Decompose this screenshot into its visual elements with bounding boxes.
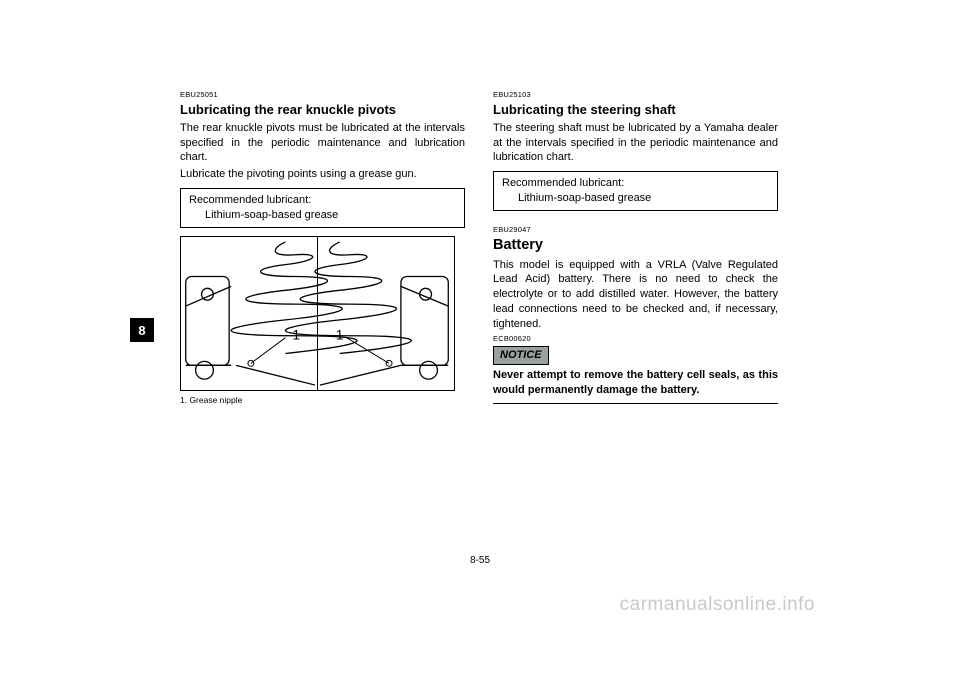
manual-page: EBU25051 Lubricating the rear knuckle pi… [0, 0, 960, 678]
box-value: Lithium-soap-based grease [502, 191, 769, 206]
figure-svg: 1 1 [181, 237, 454, 390]
grease-nipple-figure: 1 1 [180, 236, 455, 391]
lubricant-box: Recommended lubricant: Lithium-soap-base… [493, 171, 778, 211]
watermark: carmanualsonline.info [620, 594, 815, 616]
lubricant-box: Recommended lubricant: Lithium-soap-base… [180, 188, 465, 228]
reference-code: EBU25051 [180, 90, 465, 100]
notice-text: Never attempt to remove the battery cell… [493, 368, 778, 398]
page-number: 8-55 [0, 555, 960, 566]
box-title: Recommended lubricant: [189, 193, 456, 208]
right-column: EBU25103 Lubricating the steering shaft … [493, 90, 778, 406]
section-heading: Lubricating the rear knuckle pivots [180, 101, 465, 119]
figure-caption: 1. Grease nipple [180, 395, 465, 406]
body-text: Lubricate the pivoting points using a gr… [180, 167, 465, 182]
notice-label: NOTICE [493, 346, 549, 365]
section-heading: Lubricating the steering shaft [493, 101, 778, 119]
box-title: Recommended lubricant: [502, 176, 769, 191]
chapter-tab: 8 [130, 318, 154, 342]
reference-code: EBU25103 [493, 90, 778, 100]
body-text: This model is equipped with a VRLA (Valv… [493, 258, 778, 332]
body-text: The steering shaft must be lubricated by… [493, 121, 778, 166]
box-value: Lithium-soap-based grease [189, 208, 456, 223]
reference-code: EBU29047 [493, 225, 778, 235]
left-column: EBU25051 Lubricating the rear knuckle pi… [180, 90, 465, 406]
body-text: The rear knuckle pivots must be lubricat… [180, 121, 465, 166]
reference-code: ECB00620 [493, 334, 778, 344]
section-heading: Battery [493, 236, 778, 256]
rule [493, 403, 778, 404]
two-column-layout: EBU25051 Lubricating the rear knuckle pi… [180, 90, 780, 406]
callout-2: 1 [336, 326, 344, 342]
callout-1: 1 [292, 326, 300, 342]
